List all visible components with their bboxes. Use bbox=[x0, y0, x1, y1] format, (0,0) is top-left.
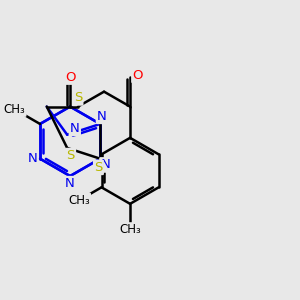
Text: N: N bbox=[97, 110, 107, 123]
Text: S: S bbox=[66, 149, 75, 162]
Text: S: S bbox=[74, 92, 82, 104]
Text: O: O bbox=[65, 70, 75, 84]
Text: N: N bbox=[100, 158, 110, 171]
Text: O: O bbox=[133, 69, 143, 82]
Text: CH₃: CH₃ bbox=[119, 224, 141, 236]
Text: CH₃: CH₃ bbox=[68, 194, 90, 207]
Text: CH₃: CH₃ bbox=[4, 103, 25, 116]
Text: N: N bbox=[65, 177, 75, 190]
Text: N: N bbox=[70, 122, 80, 135]
Text: N: N bbox=[28, 152, 37, 165]
Text: S: S bbox=[94, 161, 103, 174]
